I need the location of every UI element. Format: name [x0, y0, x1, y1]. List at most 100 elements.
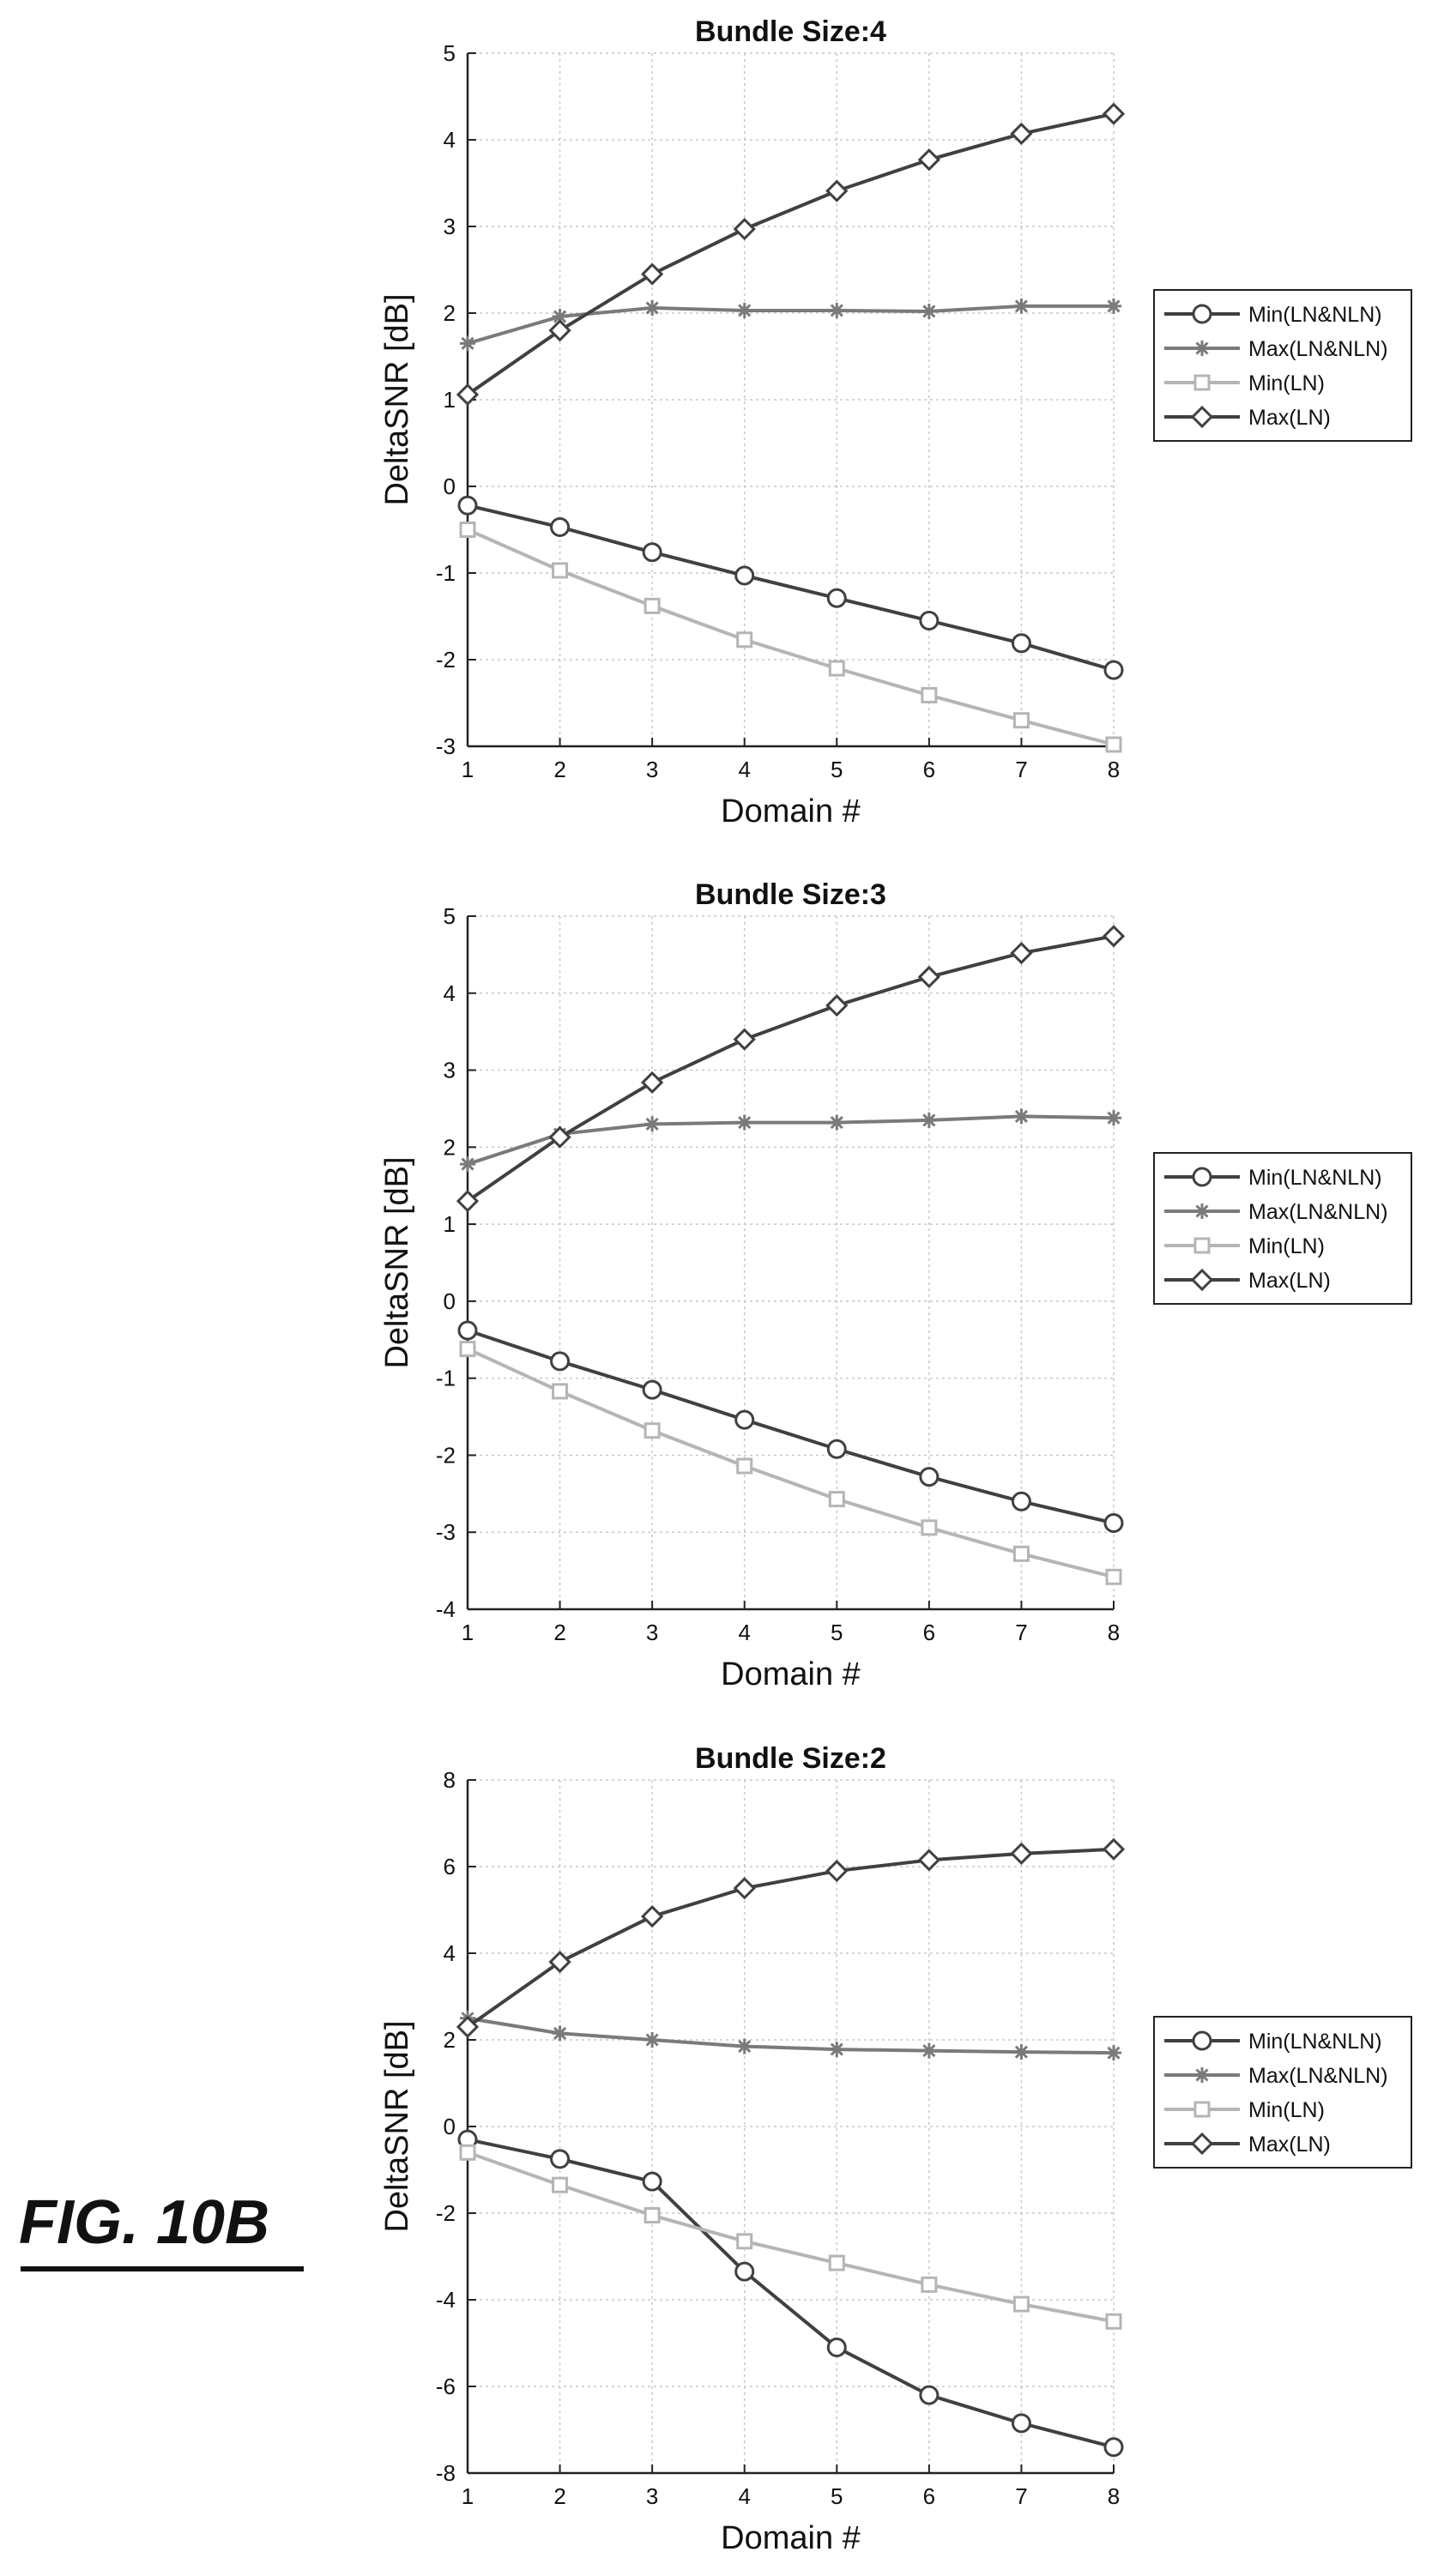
- data-point-s3-x8: [1105, 1568, 1122, 1585]
- x-tick-label: 1: [462, 757, 474, 782]
- data-point-s2-x4: [736, 302, 752, 318]
- data-point-s3-x7: [1012, 712, 1030, 729]
- data-point-s3-x5: [828, 1491, 845, 1508]
- legend-label: Min(LN&NLN): [1248, 303, 1382, 327]
- y-tick-label: 2: [444, 1134, 456, 1160]
- data-point-s3-x6: [921, 1519, 938, 1536]
- data-point-s2-x1: [460, 335, 475, 352]
- y-tick-label: -2: [436, 2200, 456, 2226]
- x-axis-label: Domain #: [721, 1656, 861, 1692]
- data-point-s4-x7: [1010, 1842, 1033, 1865]
- y-tick-label: 2: [444, 2027, 456, 2053]
- x-tick-label: 6: [923, 1620, 935, 1645]
- data-point-s4-x6: [917, 148, 940, 172]
- chart-3: 8 6 4 2 0 -2 -4 -6 -81 2 3 4 5 6 7 8 Bundle Size:2 Domain…: [379, 1742, 1412, 2556]
- data-point-s3-x2: [552, 562, 569, 579]
- figure-label-underline: [21, 2266, 304, 2271]
- chart-title: Bundle Size:2: [695, 1742, 886, 1775]
- y-tick-label: 4: [444, 127, 456, 153]
- data-point-s2-x4: [736, 2038, 752, 2054]
- y-tick-label: 3: [444, 1058, 456, 1083]
- data-point-s2-x8: [1106, 1110, 1121, 1126]
- x-tick-label: 2: [553, 2483, 565, 2509]
- legend: Min(LN&NLN) Max(LN&NLN) Min(LN) Max(LN): [1153, 1152, 1412, 1305]
- legend-label: Max(LN): [1248, 2133, 1331, 2157]
- x-tick-label: 2: [553, 757, 565, 782]
- data-point-s3-x5: [828, 2254, 845, 2271]
- legend-label: Max(LN&NLN): [1248, 1200, 1388, 1224]
- x-tick-label: 8: [1108, 757, 1120, 782]
- x-tick-label: 7: [1015, 757, 1027, 782]
- data-point-s1-x8: [1103, 1512, 1124, 1533]
- legend-label: Max(LN&NLN): [1248, 337, 1388, 361]
- legend-marker: [1190, 405, 1214, 429]
- legend-label: Min(LN): [1248, 2098, 1325, 2122]
- data-point-s4-x8: [1102, 102, 1126, 125]
- series-line-3: [467, 1347, 1115, 1579]
- x-tick-label: 3: [646, 757, 658, 782]
- legend-label: Max(LN): [1248, 1269, 1331, 1293]
- series-line-2: [467, 304, 1114, 346]
- x-tick-label: 5: [831, 2483, 843, 2509]
- data-point-s4-x1: [456, 383, 480, 407]
- data-point-s3-x2: [552, 2176, 569, 2193]
- data-point-s1-x4: [734, 565, 755, 586]
- y-tick-label: 0: [444, 2114, 456, 2139]
- y-tick-label: 5: [444, 40, 456, 66]
- legend-marker: [1190, 1268, 1214, 1292]
- y-tick-label: -8: [436, 2460, 456, 2486]
- x-tick-label: 3: [646, 1620, 658, 1645]
- x-tick-label: 3: [646, 2483, 658, 2509]
- y-tick-label: 2: [444, 300, 456, 326]
- y-tick-label: 5: [444, 903, 456, 929]
- data-point-s4-x2: [548, 319, 571, 342]
- data-point-s2-x3: [644, 1116, 661, 1132]
- series-line-1: [467, 1329, 1115, 1525]
- data-point-s2-x4: [736, 1114, 752, 1131]
- legend-label: Min(LN): [1248, 371, 1325, 395]
- data-point-s2-x3: [644, 299, 661, 316]
- data-point-s1-x2: [550, 2149, 571, 2169]
- data-point-s4-x6: [917, 965, 940, 989]
- data-point-s1-x1: [457, 1320, 478, 1341]
- x-tick-label: 6: [923, 2483, 935, 2509]
- series-line-2: [467, 1114, 1115, 1166]
- data-point-s4-x4: [733, 217, 756, 241]
- data-point-s3-x3: [643, 2207, 661, 2224]
- y-tick-label: -1: [436, 560, 456, 586]
- y-tick-label: 0: [444, 1288, 456, 1314]
- plot-area: [468, 1780, 1114, 2473]
- x-axis-label: Domain #: [721, 2520, 861, 2556]
- data-point-s1-x5: [826, 2338, 847, 2358]
- data-point-s3-x1: [459, 2144, 476, 2161]
- data-point-s3-x7: [1012, 1545, 1030, 1562]
- x-tick-label: 5: [831, 1620, 843, 1645]
- data-point-s4-x3: [641, 262, 664, 286]
- figure-label: FIG. 10B: [19, 2188, 270, 2257]
- data-point-s3-x8: [1105, 2313, 1122, 2330]
- data-point-s3-x4: [736, 1457, 753, 1475]
- data-point-s1-x6: [919, 1467, 940, 1487]
- data-point-s2-x7: [1013, 1108, 1030, 1125]
- data-point-s3-x3: [643, 597, 661, 614]
- legend-label: Min(LN&NLN): [1248, 1166, 1382, 1190]
- data-point-s2-x3: [644, 2032, 661, 2048]
- y-tick-label: 4: [444, 980, 456, 1006]
- legend-marker: [1192, 2030, 1212, 2051]
- data-point-s2-x8: [1106, 2045, 1121, 2061]
- data-point-s1-x3: [642, 542, 662, 563]
- data-point-s4-x2: [548, 1125, 571, 1149]
- data-point-s4-x4: [733, 1877, 756, 1900]
- series-line-1: [467, 504, 1115, 673]
- legend-label: Min(LN): [1248, 1234, 1325, 1258]
- data-point-s1-x7: [1011, 1491, 1031, 1511]
- data-point-s4-x5: [825, 1859, 849, 1883]
- x-axis-label: Domain #: [721, 793, 861, 830]
- data-point-s2-x5: [829, 302, 845, 318]
- data-point-s4-x8: [1102, 1837, 1126, 1861]
- x-tick-label: 5: [831, 757, 843, 782]
- data-point-s1-x6: [919, 611, 940, 631]
- x-tick-label: 7: [1015, 2483, 1027, 2509]
